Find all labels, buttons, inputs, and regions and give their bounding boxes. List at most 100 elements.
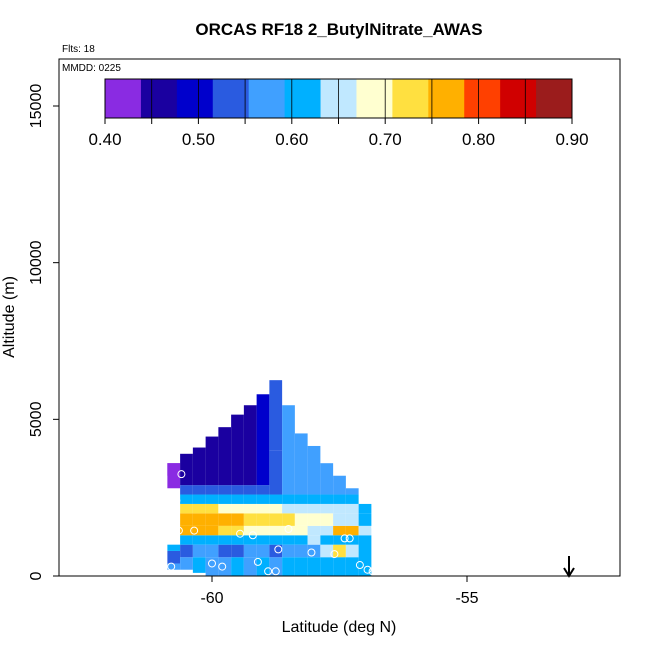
y-axis-label: Altitude (m) — [1, 276, 18, 358]
sample-point — [164, 520, 173, 529]
sample-point — [236, 529, 245, 538]
y-tick-label: 5000 — [28, 401, 45, 437]
heatmap-cells — [167, 380, 372, 576]
heatmap-cell — [345, 557, 359, 576]
colorbar-tick-label: 0.50 — [182, 130, 215, 149]
heatmap-cell — [358, 503, 372, 514]
heatmap-cell — [243, 405, 257, 486]
heatmap-cell — [192, 447, 206, 486]
heatmap-cell — [256, 525, 270, 536]
heatmap-cell — [180, 557, 193, 570]
y-axis: 0 5000 10000 15000 — [28, 84, 59, 580]
heatmap-cell — [167, 463, 181, 476]
heatmap-cell — [269, 503, 283, 514]
chart-title: ORCAS RF18 2_ButylNitrate_AWAS — [195, 20, 482, 39]
heatmap-cell — [180, 513, 193, 526]
sample-point — [167, 562, 176, 571]
sample-point — [218, 562, 227, 571]
heatmap-cell — [333, 513, 346, 526]
sample-point — [248, 531, 257, 540]
heatmap-cell — [282, 503, 295, 514]
heatmap-cell — [180, 485, 193, 495]
sample-point — [157, 543, 165, 552]
heatmap-cell — [167, 544, 181, 551]
colorbar-tick-label: 0.60 — [275, 130, 308, 149]
heatmap-cell — [167, 550, 181, 564]
sample-point — [345, 534, 354, 543]
flights-label: Flts: 18 — [62, 44, 95, 55]
colorbar-tick-label: 0.70 — [369, 130, 402, 149]
heatmap-cell — [307, 513, 321, 526]
colorbar-bin — [284, 79, 322, 118]
heatmap-cell — [320, 544, 334, 558]
heatmap-cell — [231, 513, 244, 526]
heatmap-cell — [218, 557, 232, 576]
heatmap-cell — [282, 494, 295, 504]
heatmap-cell — [358, 513, 372, 526]
sample-point — [271, 567, 280, 576]
x-axis: -60 -55 — [200, 576, 479, 607]
heatmap-cell — [205, 503, 219, 514]
heatmap-cell — [320, 503, 334, 514]
heatmap-cell — [256, 535, 270, 545]
sample-point — [146, 562, 155, 571]
colorbar-tick-label: 0.90 — [555, 130, 588, 149]
heatmap-cell — [294, 525, 308, 536]
heatmap-cell — [269, 450, 283, 495]
heatmap-cell — [320, 513, 334, 526]
heatmap-cell — [218, 494, 232, 504]
heatmap-cell — [180, 453, 193, 486]
heatmap-cell — [205, 513, 219, 526]
heatmap-cell — [231, 544, 244, 558]
heatmap-cell — [243, 544, 257, 558]
colorbar-bin — [536, 79, 573, 118]
x-axis-label: Latitude (deg N) — [282, 619, 397, 636]
sample-point — [287, 384, 296, 392]
heatmap-cell — [294, 544, 308, 558]
sample-point — [368, 567, 377, 576]
y-tick-label: 10000 — [28, 240, 45, 285]
heatmap-cell — [180, 535, 193, 545]
colorbar-tick-label: 0.40 — [88, 130, 121, 149]
heatmap-cell — [243, 494, 257, 504]
heatmap-cell — [192, 535, 206, 545]
heatmap-cell — [320, 557, 334, 576]
heatmap-cell — [243, 485, 257, 495]
heatmap-cell — [218, 427, 232, 486]
heatmap-cell — [231, 485, 244, 495]
heatmap-cell — [205, 535, 219, 545]
heatmap-cell — [320, 525, 334, 536]
arrow-marker — [563, 556, 575, 578]
heatmap-cell — [269, 513, 283, 526]
heatmap-cell — [256, 503, 270, 514]
colorbar-bin — [140, 79, 178, 118]
x-tick-label: -60 — [200, 590, 223, 607]
heatmap-cell — [307, 494, 321, 504]
heatmap-cell — [294, 503, 308, 514]
sample-point — [174, 526, 183, 535]
heatmap-cell — [269, 544, 283, 558]
heatmap-cell — [231, 503, 244, 514]
heatmap-cell — [307, 544, 321, 558]
heatmap-cell — [345, 503, 359, 514]
heatmap-cell — [333, 544, 346, 558]
heatmap-cell — [333, 557, 346, 576]
y-tick-label: 0 — [28, 571, 45, 580]
sample-point — [307, 548, 316, 557]
heatmap-cell — [205, 525, 219, 536]
colorbar — [104, 78, 573, 119]
heatmap-cell — [218, 485, 232, 495]
heatmap-cell — [282, 405, 295, 495]
heatmap-cell — [218, 503, 232, 514]
sample-point — [172, 496, 181, 505]
colorbar-bin — [464, 79, 501, 118]
heatmap-cell — [218, 525, 232, 536]
heatmap-cell — [243, 503, 257, 514]
plot-frame — [58, 58, 621, 577]
heatmap-cell — [333, 535, 346, 545]
colorbar-bin — [176, 79, 214, 118]
y-tick-label: 15000 — [28, 84, 45, 129]
x-tick-label: -55 — [455, 590, 478, 607]
heatmap-cell — [333, 503, 346, 514]
